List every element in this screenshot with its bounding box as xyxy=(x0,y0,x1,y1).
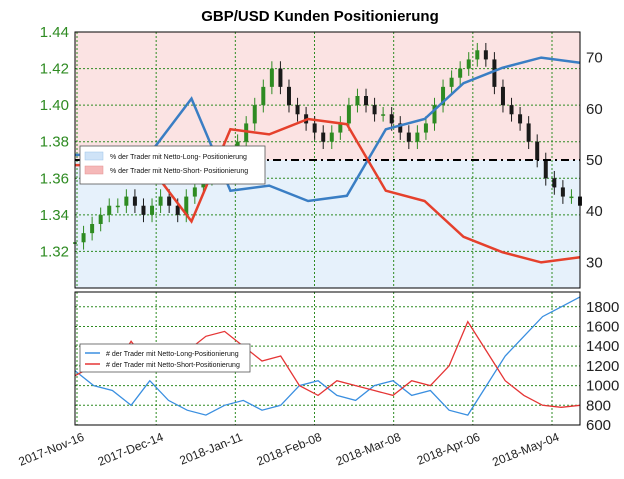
price-candle-body xyxy=(449,77,454,87)
price-candle-body xyxy=(518,114,523,124)
price-candle-body xyxy=(535,141,540,160)
percent-series-line-0 xyxy=(75,56,581,203)
left-axis-ticks: 1.32 1.34 1.36 1.38 1.40 1.42 1.44 xyxy=(40,24,69,260)
price-candle-body xyxy=(381,114,386,116)
top-legend-box xyxy=(79,145,266,185)
price-candle-body xyxy=(509,105,514,115)
price-candle-body xyxy=(278,68,283,87)
price-candle-body xyxy=(90,224,95,234)
price-candle-body xyxy=(295,105,300,115)
price-candle-body xyxy=(184,196,189,215)
price-candle-body xyxy=(167,196,172,206)
price-candle-body xyxy=(475,50,480,60)
price-candle-body xyxy=(286,86,291,106)
bottom-tick-label: 1200 xyxy=(586,358,619,375)
x-tick-label: 2018-Apr-06 xyxy=(415,430,482,468)
left-tick-label: 1.42 xyxy=(40,61,69,78)
bottom-tick-label: 800 xyxy=(586,397,611,414)
left-tick-label: 1.44 xyxy=(40,24,69,41)
price-candle-body xyxy=(124,196,129,206)
price-candle-body xyxy=(458,68,463,78)
price-candle-body xyxy=(492,59,497,87)
x-tick-label: 2018-Mar-08 xyxy=(334,430,403,469)
right-tick-label: 70 xyxy=(586,50,603,67)
price-candle-body xyxy=(269,68,274,87)
price-candle-body xyxy=(81,233,86,243)
left-tick-label: 1.32 xyxy=(40,243,69,260)
price-candle-body xyxy=(543,160,548,179)
price-candle-body xyxy=(372,105,377,115)
left-tick-label: 1.36 xyxy=(40,170,69,187)
legend-label-long-percent: % der Trader mit Netto-Long- Positionier… xyxy=(110,154,247,161)
left-tick-label: 1.40 xyxy=(40,97,69,114)
price-candle-body xyxy=(132,196,137,206)
price-candle-body xyxy=(329,132,334,142)
legend-label-long-count: # der Trader mit Netto-Long-Positionieru… xyxy=(106,351,239,358)
x-tick-label: 2017-Nov-16 xyxy=(17,430,87,469)
price-candle-body xyxy=(192,187,197,197)
bottom-tick-label: 1000 xyxy=(586,378,619,395)
legend-label-short-count: # der Trader mit Netto-Short-Positionier… xyxy=(106,362,240,369)
short-shade-area xyxy=(75,32,580,160)
legend-swatch-long-percent xyxy=(84,151,104,161)
bottom-tick-label: 1800 xyxy=(586,299,619,316)
price-candle-body xyxy=(312,123,317,133)
price-candle-body xyxy=(364,96,369,106)
price-positioning-panel: 1.321.341.361.381.401.421.44 3040506070 … xyxy=(40,24,603,289)
price-candle-body xyxy=(569,196,574,199)
price-candle-body xyxy=(252,105,257,124)
bottom-tick-label: 600 xyxy=(586,417,611,434)
x-tick-label: 2018-May-04 xyxy=(490,430,561,470)
bottom-tick-label: 1400 xyxy=(586,338,619,355)
price-candle-body xyxy=(483,50,488,60)
price-candle-body xyxy=(406,132,411,142)
right-tick-label: 50 xyxy=(586,152,603,169)
bottom-tick-label: 1600 xyxy=(586,318,619,335)
price-candle-body xyxy=(552,178,557,188)
right-tick-label: 30 xyxy=(586,254,603,271)
price-candle-body xyxy=(355,96,360,106)
price-candle-body xyxy=(338,123,343,133)
price-candle-body xyxy=(466,59,471,69)
chart-title: GBP/USD Kunden Positionierung xyxy=(201,8,439,25)
price-candle-body xyxy=(115,205,120,208)
left-tick-label: 1.38 xyxy=(40,134,69,151)
price-candle-body xyxy=(158,196,163,206)
price-candle-body xyxy=(141,205,146,215)
legend-swatch-short-percent xyxy=(84,165,104,175)
price-candle-body xyxy=(175,205,180,215)
bottom-legend: # der Trader mit Netto-Long-Positionieru… xyxy=(79,343,251,373)
legend-label-short-percent: % der Trader mit Netto-Short- Positionie… xyxy=(110,168,248,175)
bottom-legend-box xyxy=(79,343,251,373)
price-candle-body xyxy=(150,205,155,215)
x-tick-label: 2018-Jan-11 xyxy=(178,430,245,468)
price-candle-body xyxy=(415,132,420,142)
price-candle-body xyxy=(107,205,112,215)
price-candle-body xyxy=(500,86,505,106)
right-tick-label: 60 xyxy=(586,101,603,118)
top-panel-frame xyxy=(74,31,581,289)
price-candle-body xyxy=(560,187,565,197)
trader-count-panel: 600 800 1000 1200 1400 1600 1800 # der Trader … xyxy=(74,291,619,434)
x-tick-label: 2018-Feb-08 xyxy=(255,430,324,469)
right-tick-label: 40 xyxy=(586,203,603,220)
left-tick-label: 1.34 xyxy=(40,207,69,224)
right-axis-ticks: 30 40 50 60 70 xyxy=(586,50,603,272)
price-candle-body xyxy=(526,123,531,142)
x-axis-ticks: 2017-Nov-16 2017-Dec-14 2018-Jan-11 2018-Fe… xyxy=(17,430,562,470)
price-candle-body xyxy=(261,86,266,106)
price-candle-body xyxy=(321,132,326,142)
price-candle-body xyxy=(423,123,428,133)
x-tick-label: 2017-Dec-14 xyxy=(96,430,166,469)
price-candle-body xyxy=(441,86,446,106)
price-candle-body xyxy=(432,105,437,124)
top-legend: % der Trader mit Netto-Long- Positionier… xyxy=(79,145,266,185)
price-candle-body xyxy=(398,123,403,133)
price-candle-body xyxy=(389,114,394,124)
bottom-right-axis-ticks: 600 800 1000 1200 1400 1600 1800 xyxy=(586,299,619,434)
bottom-panel-frame xyxy=(74,291,581,426)
price-candle-body xyxy=(346,105,351,124)
price-candle-body xyxy=(98,214,103,224)
